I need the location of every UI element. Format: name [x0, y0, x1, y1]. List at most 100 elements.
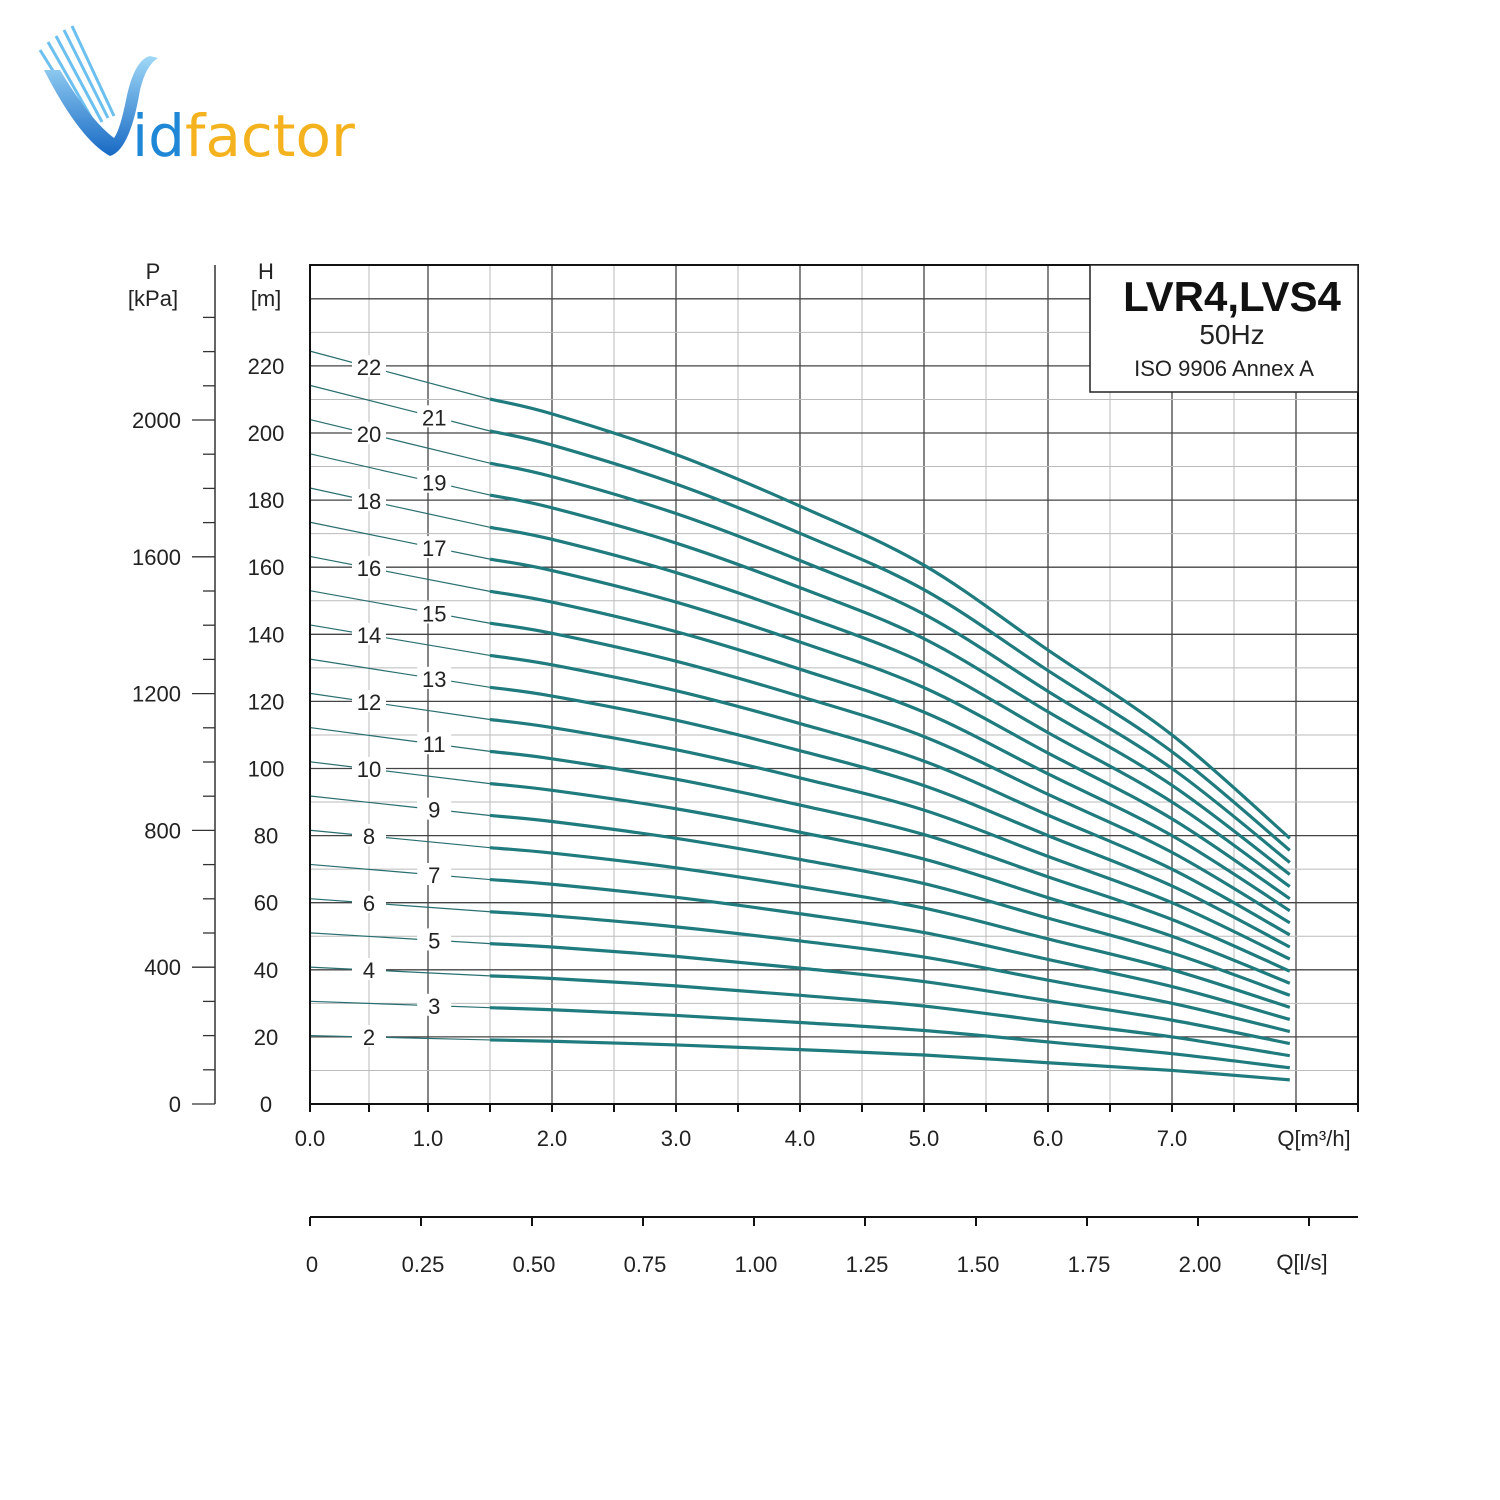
p-axis-unit: [kPa]: [128, 286, 178, 311]
curve-stage-16: [489, 589, 1291, 913]
curve-stage-7: [489, 877, 1291, 1021]
x-tick-label: 4.0: [785, 1126, 816, 1151]
x-tick-label: 2.0: [537, 1126, 568, 1151]
ls-tick-label: 1.25: [846, 1252, 889, 1277]
axes: 0.0 1.0 2.0 3.0 4.0 5.0 6.0 7.0 Q[m³/h]020406080…: [128, 259, 1359, 1277]
y-tick-label: 80: [254, 824, 278, 849]
vidfactor-logo: idfactor: [38, 25, 355, 170]
logo-v-shape: [44, 56, 158, 156]
curve-thin-stage-15: [309, 590, 491, 624]
x-tick-label: 3.0: [661, 1126, 692, 1151]
stage-label-bg: [417, 732, 452, 755]
x-tick-label: 5.0: [909, 1126, 940, 1151]
p-tick-label: 400: [144, 955, 181, 980]
curve-stage-12: [489, 717, 1291, 961]
stage-label: 20: [357, 422, 381, 447]
stage-label-bg: [417, 601, 452, 624]
curve-stage-19: [489, 493, 1291, 876]
ls-tick-label: 0.75: [624, 1252, 667, 1277]
curve-thin-stage-10: [309, 761, 491, 785]
curve-stage-8: [489, 846, 1291, 1009]
stage-label: 2: [363, 1025, 375, 1050]
ls-tick-label: 0.50: [513, 1252, 556, 1277]
stage-label-bg: [417, 536, 452, 559]
p-tick-label: 800: [144, 818, 181, 843]
x-tick-label: 1.0: [413, 1126, 444, 1151]
stage-label: 11: [423, 732, 446, 757]
stage-label: 13: [422, 667, 446, 692]
logo-wordmark: idfactor: [132, 102, 355, 170]
curve-stage-20: [489, 461, 1291, 864]
y-axis-label: H: [258, 259, 274, 284]
y-tick-label: 100: [248, 757, 285, 782]
stage-label: 8: [363, 824, 375, 849]
stage-label-bg: [352, 355, 386, 378]
curve-thin-stage-7: [309, 863, 491, 881]
stage-label-bg: [352, 757, 386, 780]
legend-title: LVR4,LVS4: [1123, 273, 1341, 320]
curve-stage-6: [489, 910, 1291, 1034]
curve-thin-stage-9: [309, 795, 491, 817]
stage-label-bg: [417, 797, 452, 820]
stage-label-bg: [352, 891, 386, 914]
ls-tick-label: 0.25: [402, 1252, 445, 1277]
y-tick-label: 180: [248, 488, 285, 513]
ls-axis-label: Q[l/s]: [1276, 1250, 1327, 1275]
y-tick-label: 160: [248, 555, 285, 580]
curve-thin-stage-13: [309, 658, 491, 688]
grid: [310, 265, 1359, 1104]
p-tick-label: 1600: [132, 545, 181, 570]
stage-label: 21: [422, 405, 446, 430]
ls-tick-label: 1.75: [1068, 1252, 1111, 1277]
legend-frequency: 50Hz: [1199, 319, 1264, 350]
legend-standard: ISO 9906 Annex A: [1134, 356, 1314, 381]
stage-label: 3: [428, 994, 440, 1019]
curve-stage-9: [489, 813, 1291, 997]
curve-thin-stage-21: [309, 384, 491, 432]
stage-label: 7: [428, 863, 440, 888]
curve-stage-15: [489, 621, 1291, 925]
y-tick-label: 140: [248, 622, 285, 647]
curve-stage-3: [489, 1006, 1290, 1070]
curve-thin-stage-5: [309, 932, 491, 945]
y-tick-label: 60: [254, 891, 278, 916]
legend-box: LVR4,LVS4 50Hz ISO 9906 Annex A: [1089, 264, 1359, 393]
stage-label-bg: [417, 470, 452, 493]
stage-label: 19: [422, 471, 446, 496]
stage-label-bg: [417, 666, 452, 689]
stage-label: 5: [428, 928, 440, 953]
stage-label: 16: [357, 556, 381, 581]
curve-stage-4: [489, 974, 1291, 1058]
p-axis-label: P: [146, 259, 161, 284]
curve-stage-22: [489, 397, 1291, 840]
curve-thin-stage-17: [309, 521, 491, 560]
stage-label-bg: [352, 958, 386, 981]
stage-label-bg: [417, 405, 452, 428]
stage-label-bg: [417, 993, 452, 1016]
curve-stage-5: [489, 942, 1291, 1046]
curve-thin-stage-22: [309, 350, 491, 400]
curve-thin-stage-12: [309, 692, 491, 721]
stage-labels: 2 3 4 5 6 7 8 9 10 11 12 13 14 15 16 17 18 19 20 21 22: [352, 355, 452, 1050]
stage-label: 12: [357, 690, 381, 715]
stage-label-bg: [352, 824, 386, 847]
stage-label-bg: [352, 690, 386, 713]
x-tick-label: 7.0: [1157, 1126, 1188, 1151]
y-tick-label: 20: [254, 1025, 278, 1050]
stage-label: 22: [357, 355, 381, 380]
stage-label-bg: [417, 928, 452, 951]
stage-label: 14: [357, 623, 381, 648]
curve-thin-stage-16: [309, 555, 491, 592]
ls-tick-label: 1.50: [957, 1252, 1000, 1277]
curve-thin-stage-3: [309, 1000, 491, 1009]
curve-thin-stage-19: [309, 453, 491, 496]
stage-label: 9: [428, 798, 440, 823]
ls-tick-label: 0: [306, 1252, 318, 1277]
stage-label-bg: [352, 556, 386, 579]
curve-thin-stage-2: [309, 1034, 491, 1041]
curve-stage-11: [489, 749, 1291, 973]
stage-label: 6: [363, 891, 375, 916]
curve-thin-stage-14: [309, 624, 491, 657]
curve-thin-stage-6: [309, 898, 491, 913]
plot-frame: [309, 264, 1359, 1105]
